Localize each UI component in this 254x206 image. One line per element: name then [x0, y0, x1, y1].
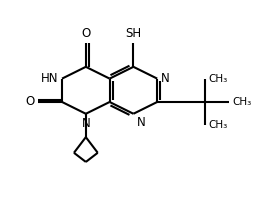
Text: N: N [82, 117, 90, 130]
Text: CH₃: CH₃ [208, 120, 228, 130]
Text: SH: SH [125, 27, 141, 40]
Text: N: N [161, 72, 169, 85]
Text: N: N [137, 116, 146, 129]
Text: HN: HN [41, 72, 58, 85]
Text: CH₃: CH₃ [208, 74, 228, 84]
Text: CH₃: CH₃ [232, 97, 251, 107]
Text: O: O [25, 96, 35, 109]
Text: O: O [81, 27, 90, 40]
